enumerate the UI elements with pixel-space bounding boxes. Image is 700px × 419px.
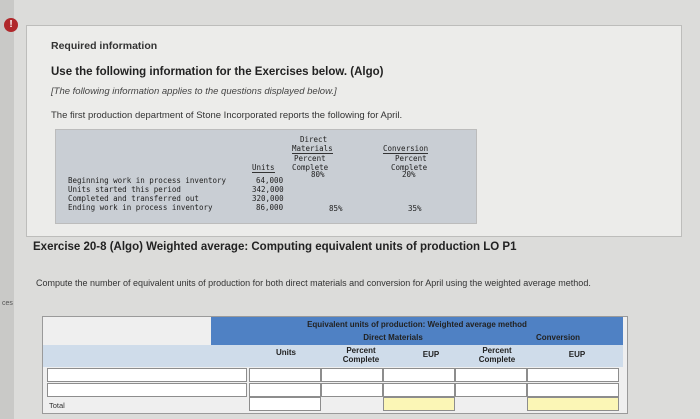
exercise-instructions: Compute the number of equivalent units o… [36,278,591,288]
exercise-title: Exercise 20-8 (Algo) Weighted average: C… [33,241,517,253]
row-dm-eup-input[interactable] [383,368,455,382]
row-dm-percent-input[interactable] [321,383,383,397]
row-units-input[interactable] [249,368,321,382]
answer-table-title: Equivalent units of production: Weighted… [307,320,527,329]
equivalent-units-answer-table: Equivalent units of production: Weighted… [42,316,628,414]
cv-header-3: Complete [391,163,428,172]
answer-table-left-header [43,345,211,367]
row-cv-percent-input[interactable] [455,383,527,397]
row-units: 64,000 [256,176,284,185]
row-label: Ending work in process inventory [68,203,213,212]
row-units: 320,000 [252,194,284,203]
required-info-panel: Required information Use the following i… [26,25,682,237]
info-note: [The following information applies to th… [51,86,337,97]
info-intro: The first production department of Stone… [51,110,403,121]
row-cv-eup-input[interactable] [527,383,619,397]
dm-header-4: Complete [292,163,329,172]
dm-percent-header: Percent [346,346,376,355]
dm-header: Direct Materials [363,333,423,342]
dm-header-2: Materials [292,144,333,154]
row-label: Beginning work in process inventory [68,176,227,185]
total-dm-eup-input[interactable] [383,397,455,411]
row-label-input[interactable] [47,368,247,382]
alert-icon: ! [4,18,18,32]
row-units: 86,000 [256,203,284,212]
answer-table-header [211,317,623,345]
conversion-header: Conversion [535,333,580,342]
row-label: Units started this period [68,185,181,194]
cv-percent-header: Percent [482,346,512,355]
total-cv-eup-input[interactable] [527,397,619,411]
cv-eup-header: EUP [568,350,586,359]
dm-eup-header: EUP [422,350,440,359]
row-label: Completed and transferred out [68,194,199,203]
units-header: Units [276,348,296,357]
answer-table-subheader [211,345,623,367]
info-subheading: Use the following information for the Ex… [51,66,384,78]
required-info-heading: Required information [51,40,158,52]
row-dm-percent-input[interactable] [321,368,383,382]
row-label-input[interactable] [47,383,247,397]
dm-header-3: Percent [294,154,326,163]
row-units: 342,000 [252,185,284,194]
side-label: ces [2,300,13,307]
row-cv-percent-input[interactable] [455,368,527,382]
row-units-input[interactable] [249,383,321,397]
units-header: Units [252,163,275,173]
row-dm: 80% [311,170,325,179]
cv-header-2: Percent [395,154,427,163]
row-cv: 20% [402,170,416,179]
cv-complete-header: Complete [478,355,516,364]
row-cv: 35% [408,204,422,213]
total-units-input[interactable] [249,397,321,411]
total-label: Total [49,401,65,410]
dm-complete-header: Complete [342,355,380,364]
row-dm-eup-input[interactable] [383,383,455,397]
row-cv-eup-input[interactable] [527,368,619,382]
side-strip [0,0,14,419]
row-dm: 85% [329,204,343,213]
cv-header-1: Conversion [383,144,429,154]
dm-header-1: Direct [300,135,328,144]
production-data-table: Direct Materials Percent Complete Conver… [55,129,477,224]
